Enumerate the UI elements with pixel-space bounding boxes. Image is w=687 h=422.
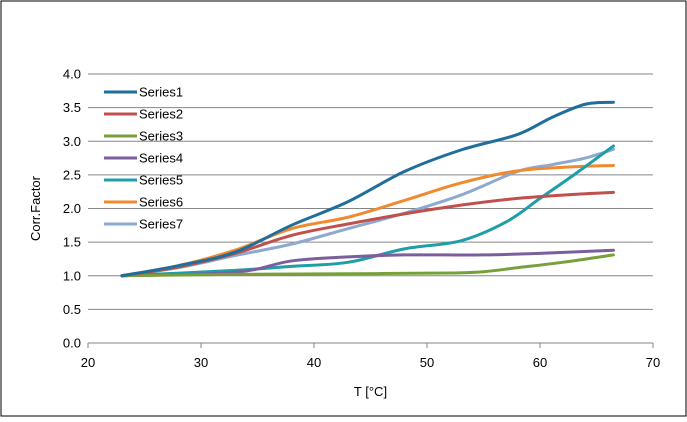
legend-label: Series6: [139, 195, 183, 210]
y-axis-ticks: 0.0 0.5 1.0 1.5 2.0 2.5 3.0 3.5 4.0: [63, 67, 81, 351]
series-line-1: [120, 100, 615, 278]
y-tick-label: 3.5: [63, 100, 81, 115]
x-tick-label: 20: [81, 355, 95, 370]
y-tick-label: 2.5: [63, 167, 81, 182]
x-axis-title: T [°C]: [354, 384, 387, 399]
x-tick-label: 50: [420, 355, 434, 370]
y-axis-title: Corr.Factor: [28, 175, 43, 241]
x-axis-ticks: 20 30 40 50 60 70: [81, 343, 660, 370]
x-tick-label: 60: [533, 355, 547, 370]
x-tick-label: 70: [646, 355, 660, 370]
x-tick-label: 40: [307, 355, 321, 370]
legend-label: Series7: [139, 217, 183, 232]
legend-item: Series5: [104, 173, 183, 188]
x-tick-label: 30: [194, 355, 208, 370]
legend-item: Series2: [104, 107, 183, 122]
series-line-3: [120, 253, 615, 278]
series-lines: [120, 100, 615, 278]
series-line-4: [120, 248, 615, 278]
y-tick-label: 1.0: [63, 268, 81, 283]
legend-label: Series4: [139, 151, 183, 166]
legend-label: Series1: [139, 85, 183, 100]
legend-label: Series5: [139, 173, 183, 188]
legend-item: Series3: [104, 129, 183, 144]
legend-item: Series7: [104, 217, 183, 232]
legend-item: Series4: [104, 151, 183, 166]
legend-item: Series6: [104, 195, 183, 210]
legend-label: Series2: [139, 107, 183, 122]
y-tick-label: 4.0: [63, 67, 81, 82]
y-tick-label: 0.0: [63, 336, 81, 351]
legend-item: Series1: [104, 85, 183, 100]
y-tick-label: 1.5: [63, 235, 81, 250]
y-tick-label: 3.0: [63, 134, 81, 149]
legend-label: Series3: [139, 129, 183, 144]
y-tick-label: 0.5: [63, 302, 81, 317]
legend: Series1 Series2 Series3 Series4 Series5 Serie…: [104, 85, 183, 232]
y-tick-label: 2.0: [63, 201, 81, 216]
